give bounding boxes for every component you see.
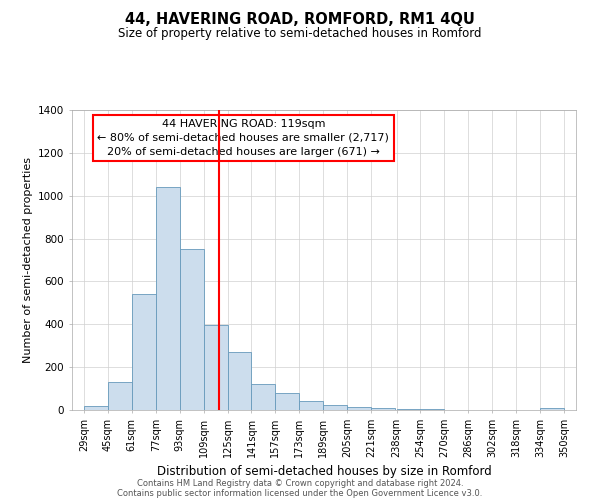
Bar [156,187,179,410]
Text: Contains HM Land Registry data © Crown copyright and database right 2024.: Contains HM Land Registry data © Crown c… [137,478,463,488]
Bar [275,393,299,410]
Bar [397,409,421,410]
Bar [299,402,323,410]
Text: Size of property relative to semi-detached houses in Romford: Size of property relative to semi-detach… [118,28,482,40]
Bar [179,250,203,410]
Bar [371,408,395,410]
Bar [227,352,251,410]
Bar [132,294,156,410]
Text: Contains public sector information licensed under the Open Government Licence v3: Contains public sector information licen… [118,488,482,498]
Bar [251,384,275,410]
Text: 44, HAVERING ROAD, ROMFORD, RM1 4QU: 44, HAVERING ROAD, ROMFORD, RM1 4QU [125,12,475,28]
Bar [323,404,347,410]
Bar [84,406,108,410]
Bar [421,409,445,410]
Bar [108,382,132,410]
Bar [540,408,564,410]
Y-axis label: Number of semi-detached properties: Number of semi-detached properties [23,157,32,363]
Text: 44 HAVERING ROAD: 119sqm  
← 80% of semi-detached houses are smaller (2,717)
20%: 44 HAVERING ROAD: 119sqm ← 80% of semi-d… [97,119,389,157]
X-axis label: Distribution of semi-detached houses by size in Romford: Distribution of semi-detached houses by … [157,466,491,478]
Bar [203,326,227,410]
Bar [347,407,371,410]
